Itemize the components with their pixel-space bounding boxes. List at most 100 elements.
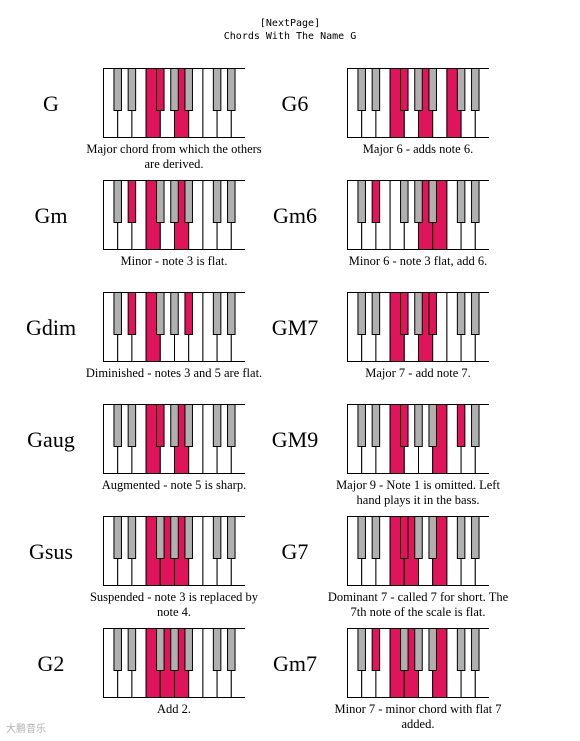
black-key (184, 180, 193, 223)
black-key (127, 292, 137, 335)
black-key (170, 516, 179, 559)
chord-caption: Suspended - note 3 is replaced by note 4… (89, 590, 258, 619)
chord-g: G Major chord from which the others are … (0, 68, 290, 181)
chord-name: Gdim (25, 315, 77, 340)
black-key (428, 180, 437, 223)
black-key (170, 68, 179, 111)
keyboard-diagram (103, 516, 245, 586)
black-key (400, 292, 409, 335)
keyboard-diagram (347, 180, 489, 250)
black-key (170, 404, 179, 447)
black-key (414, 516, 423, 559)
black-key (357, 180, 366, 223)
chord-caption: Add 2. (156, 702, 192, 716)
keyboard-diagram (103, 628, 245, 698)
black-key (456, 516, 466, 559)
next-page-link[interactable]: [NextPage] (259, 18, 321, 29)
black-key (371, 180, 381, 223)
black-key (371, 628, 381, 671)
chord-name: GM9 (271, 427, 319, 452)
black-key (371, 404, 381, 447)
keyboard-diagram (347, 404, 489, 474)
black-key (170, 628, 179, 671)
black-key (227, 404, 236, 447)
black-key (127, 180, 137, 223)
black-key (127, 404, 137, 447)
chord-name: Gaug (27, 427, 75, 452)
black-key (113, 180, 122, 223)
chord-caption: Augmented - note 5 is sharp. (101, 478, 247, 492)
black-key (156, 516, 165, 559)
chord-gm7-major: GM7 Major 7 - add note 7. (244, 292, 534, 405)
black-key (357, 404, 366, 447)
chord-caption: Minor 6 - note 3 flat, add 6. (348, 254, 488, 268)
black-key (212, 292, 222, 335)
black-key (184, 292, 193, 335)
chord-caption: Major 7 - add note 7. (365, 366, 471, 380)
black-key (414, 68, 423, 111)
chord-caption: Major chord from which the others are de… (86, 142, 262, 171)
black-key (227, 180, 236, 223)
black-key (127, 628, 137, 671)
black-key (400, 628, 409, 671)
black-key (113, 292, 122, 335)
keyboard-diagram (103, 292, 245, 362)
page-header: [NextPage] Chords With The Name G (0, 17, 580, 43)
black-key (156, 180, 165, 223)
black-key (156, 404, 165, 447)
chord-gm7: Gm7 Minor 7 - minor chord with flat 7 ad… (244, 628, 534, 741)
black-key (357, 292, 366, 335)
keyboard-diagram (347, 292, 489, 362)
black-key (471, 68, 480, 111)
black-key (414, 404, 423, 447)
black-key (184, 68, 193, 111)
chord-caption: Diminished - notes 3 and 5 are flat. (85, 366, 263, 380)
black-key (227, 628, 236, 671)
black-key (414, 628, 423, 671)
chord-name: G (43, 91, 59, 116)
chord-g7: G7 Dominant 7 - called 7 for short. The … (244, 516, 534, 629)
keyboard-diagram (347, 516, 489, 586)
black-key (113, 68, 122, 111)
black-key (400, 68, 409, 111)
chord-name: Gsus (28, 539, 73, 564)
black-key (471, 404, 480, 447)
black-key (156, 628, 165, 671)
chord-caption: Minor 7 - minor chord with flat 7 added. (334, 702, 502, 731)
black-key (212, 180, 222, 223)
black-key (113, 628, 122, 671)
black-key (184, 628, 193, 671)
chord-caption: Minor - note 3 is flat. (120, 254, 228, 268)
chord-name: GM7 (271, 315, 319, 340)
black-key (428, 68, 437, 111)
chord-caption: Major 6 - adds note 6. (362, 142, 474, 156)
black-key (371, 516, 381, 559)
black-key (471, 180, 480, 223)
black-key (156, 292, 165, 335)
black-key (428, 516, 437, 559)
chord-gaug: Gaug Augmented - note 5 is sharp. (0, 404, 290, 517)
black-key (456, 68, 466, 111)
chord-name: G7 (281, 539, 309, 564)
watermark: 大鹏音乐 (6, 724, 46, 735)
black-key (414, 292, 423, 335)
black-key (127, 68, 137, 111)
black-key (456, 180, 466, 223)
black-key (414, 180, 423, 223)
black-key (371, 292, 381, 335)
chord-name: G6 (281, 91, 309, 116)
black-key (170, 292, 179, 335)
black-key (170, 180, 179, 223)
keyboard-diagram (347, 68, 489, 138)
chord-caption: Major 9 - Note 1 is omitted. Left hand p… (336, 478, 500, 507)
chord-name: Gm (34, 203, 68, 228)
keyboard-diagram (103, 404, 245, 474)
black-key (357, 628, 366, 671)
chord-name: Gm7 (273, 651, 317, 676)
chord-g2: G2 Add 2. (0, 628, 290, 741)
black-key (156, 68, 165, 111)
black-key (227, 292, 236, 335)
chord-gdim: Gdim Diminished - notes 3 and 5 are flat… (0, 292, 290, 405)
black-key (113, 516, 122, 559)
keyboard-diagram (347, 628, 489, 698)
